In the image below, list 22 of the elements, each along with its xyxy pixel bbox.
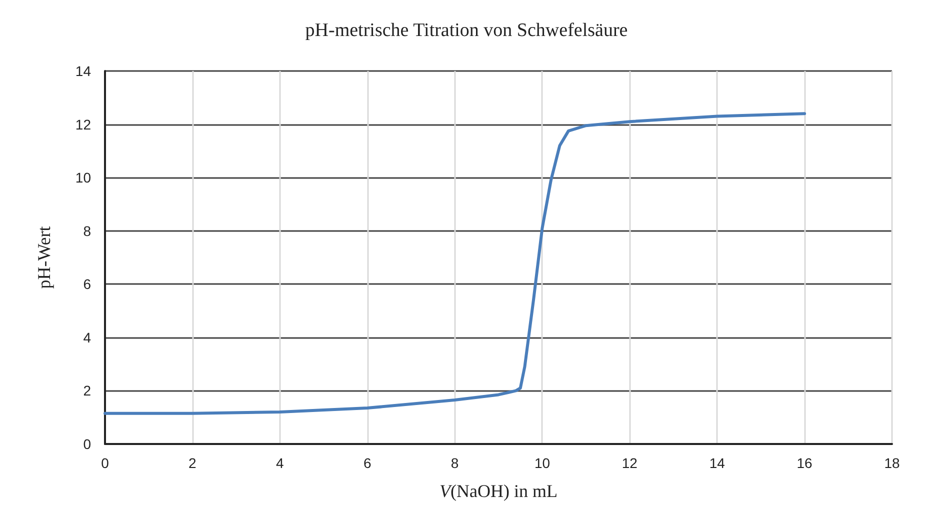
x-tick-label: 4	[276, 455, 284, 471]
x-tick-label: 2	[188, 455, 197, 471]
y-tick-label: 6	[83, 276, 92, 292]
chart-title: pH-metrische Titration von Schwefelsäure	[305, 20, 628, 41]
y-tick-label: 14	[75, 63, 92, 79]
x-tick-label: 6	[363, 455, 372, 471]
y-tick-label: 12	[75, 116, 92, 132]
x-tick-label: 10	[534, 455, 550, 471]
x-axis-title: V(NaOH) in mL	[440, 481, 558, 501]
y-tick-label: 8	[83, 222, 92, 239]
x-tick-label: 8	[450, 455, 459, 471]
x-tick-label: 0	[101, 455, 110, 471]
y-axis-title: pH-Wert	[34, 226, 54, 289]
x-tick-label: 12	[622, 455, 638, 471]
y-tick-label: 2	[83, 382, 92, 399]
y-tick-label: 4	[83, 329, 92, 346]
x-tick-label: 16	[796, 455, 813, 471]
x-tick-label: 18	[884, 455, 900, 471]
y-tick-label: 10	[75, 170, 92, 186]
line-series	[104, 112, 806, 415]
x-tick-label: 14	[709, 455, 726, 471]
y-tick-label: 0	[83, 436, 92, 452]
